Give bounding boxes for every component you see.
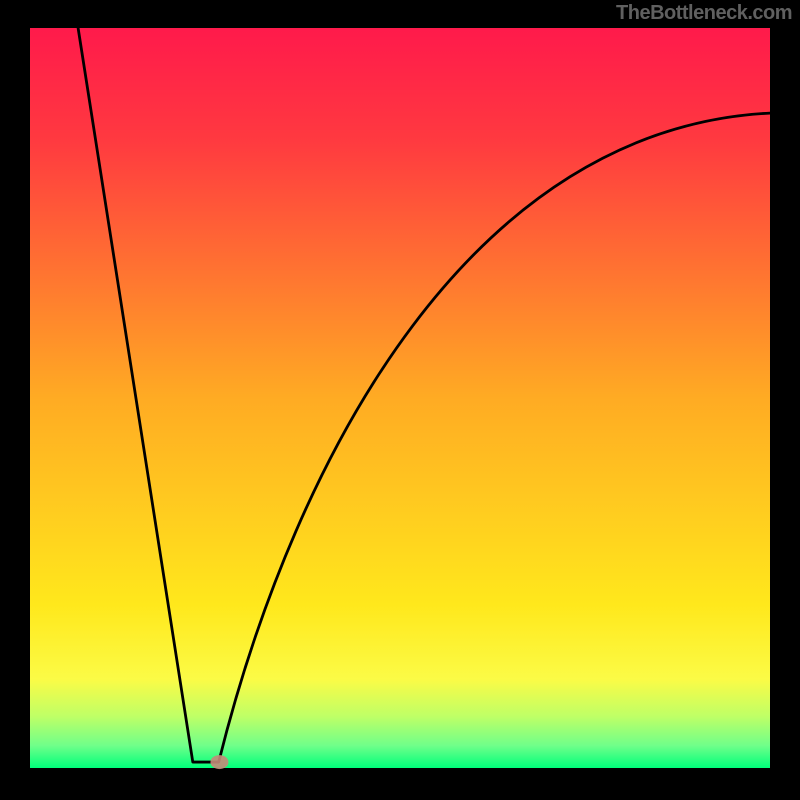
watermark-text: TheBottleneck.com [616,2,792,25]
optimal-point-marker [210,755,228,769]
bottleneck-curve [78,28,770,762]
chart-svg [0,0,800,800]
